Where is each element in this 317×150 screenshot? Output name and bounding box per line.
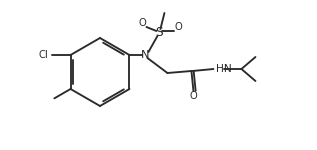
Text: N: N	[141, 50, 150, 60]
Text: HN: HN	[217, 64, 232, 74]
Text: O: O	[175, 22, 182, 32]
Text: S: S	[156, 27, 163, 39]
Text: Cl: Cl	[39, 50, 49, 60]
Text: O: O	[190, 91, 197, 101]
Text: O: O	[139, 18, 146, 28]
